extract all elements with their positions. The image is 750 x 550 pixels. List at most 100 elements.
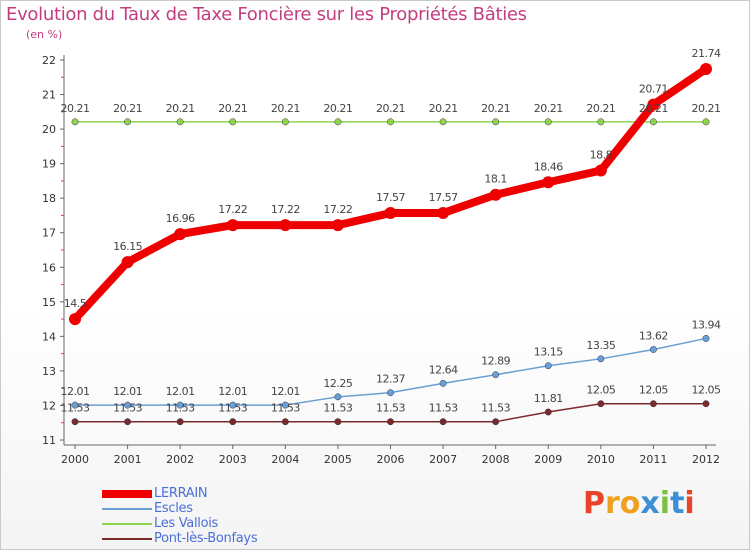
data-point	[649, 118, 657, 126]
x-tick-label: 2010	[587, 453, 615, 466]
data-point	[71, 418, 79, 426]
y-tick-label: 14	[42, 330, 56, 343]
data-label: 12.05	[586, 384, 615, 397]
data-point	[702, 118, 710, 126]
data-label: 17.57	[376, 191, 405, 204]
data-label: 13.35	[586, 339, 615, 352]
legend-label-escles: Escles	[154, 501, 193, 516]
data-point	[597, 400, 605, 408]
y-tick-label: 22	[42, 54, 56, 67]
data-label: 12.01	[166, 385, 195, 398]
data-point	[387, 118, 394, 126]
y-tick-label: 12	[42, 399, 56, 412]
data-point	[176, 401, 184, 409]
data-point	[174, 228, 187, 241]
x-tick-label: 2004	[271, 453, 299, 466]
chart-title: Evolution du Taux de Taxe Foncière sur l…	[6, 4, 527, 25]
logo-letter: x	[640, 486, 660, 521]
data-point	[439, 418, 447, 426]
data-point	[176, 118, 184, 126]
data-point	[334, 118, 342, 126]
data-point	[124, 418, 132, 426]
data-label: 18.8	[590, 149, 613, 162]
data-point	[331, 219, 344, 232]
data-label: 17.22	[218, 203, 247, 216]
y-tick-label: 15	[42, 296, 56, 309]
data-label: 11.53	[271, 402, 300, 415]
data-label: 18.1	[484, 173, 507, 186]
legend-swatch-lerrain	[102, 490, 152, 498]
data-label: 11.53	[61, 402, 90, 415]
data-point	[71, 118, 79, 126]
data-point	[387, 389, 394, 397]
x-tick-label: 2009	[534, 453, 562, 466]
data-point	[69, 313, 81, 326]
x-tick-label: 2007	[429, 453, 457, 466]
logo-letter: t	[670, 486, 685, 521]
y-tick-label: 17	[42, 227, 56, 240]
data-point	[649, 400, 657, 408]
y-tick-label: 20	[42, 123, 56, 136]
data-label: 17.22	[323, 203, 352, 216]
data-point	[281, 118, 289, 126]
data-label: 16.96	[166, 212, 195, 225]
logo-letter: o	[619, 486, 641, 521]
y-tick-label: 16	[42, 261, 56, 274]
legend-swatch-pont-les-bonfays	[102, 538, 152, 540]
data-label: 13.15	[534, 346, 563, 359]
data-label: 20.21	[534, 102, 563, 115]
chart-subtitle: (en %)	[26, 28, 63, 41]
data-point	[437, 207, 450, 220]
legend-swatch-escles	[102, 508, 152, 510]
data-label: 20.21	[429, 102, 458, 115]
data-point	[489, 188, 502, 201]
data-label: 20.21	[61, 102, 90, 115]
data-point	[384, 207, 397, 220]
data-label: 12.01	[113, 385, 142, 398]
data-point	[176, 418, 184, 426]
y-tick-label: 21	[42, 89, 56, 102]
x-tick-label: 2001	[114, 453, 142, 466]
data-point	[597, 355, 605, 363]
data-label: 11.53	[323, 402, 352, 415]
data-point	[594, 164, 607, 177]
data-point	[124, 118, 132, 126]
data-point	[334, 393, 342, 401]
data-point	[702, 400, 710, 408]
data-point	[281, 401, 289, 409]
data-label: 14.5	[64, 297, 87, 310]
logo-letter: r	[605, 486, 620, 521]
data-label: 13.94	[692, 318, 721, 331]
data-label: 12.05	[639, 384, 668, 397]
logo-letter: i	[659, 486, 671, 521]
data-label: 12.05	[692, 384, 721, 397]
data-point	[121, 256, 134, 269]
data-point	[279, 219, 292, 232]
data-label: 13.62	[639, 329, 668, 342]
data-point	[647, 98, 660, 111]
data-point	[544, 362, 552, 370]
data-point	[226, 219, 239, 232]
data-label: 11.53	[166, 402, 195, 415]
data-label: 20.21	[586, 102, 615, 115]
data-label: 11.53	[481, 402, 510, 415]
data-point	[229, 401, 237, 409]
data-label: 20.71	[639, 83, 668, 96]
x-tick-label: 2000	[61, 453, 89, 466]
data-label: 12.01	[61, 385, 90, 398]
y-tick-label: 13	[42, 365, 56, 378]
legend-label-les-vallois: Les Vallois	[154, 516, 219, 531]
data-point	[71, 401, 79, 409]
data-point	[439, 379, 447, 387]
data-label: 20.21	[376, 102, 405, 115]
data-label: 20.21	[323, 102, 352, 115]
x-tick-label: 2012	[692, 453, 720, 466]
x-tick-label: 2006	[377, 453, 405, 466]
data-point	[700, 62, 712, 75]
data-label: 11.53	[429, 402, 458, 415]
logo-letter: P	[583, 486, 605, 521]
data-point	[544, 408, 552, 416]
data-point	[544, 118, 552, 126]
